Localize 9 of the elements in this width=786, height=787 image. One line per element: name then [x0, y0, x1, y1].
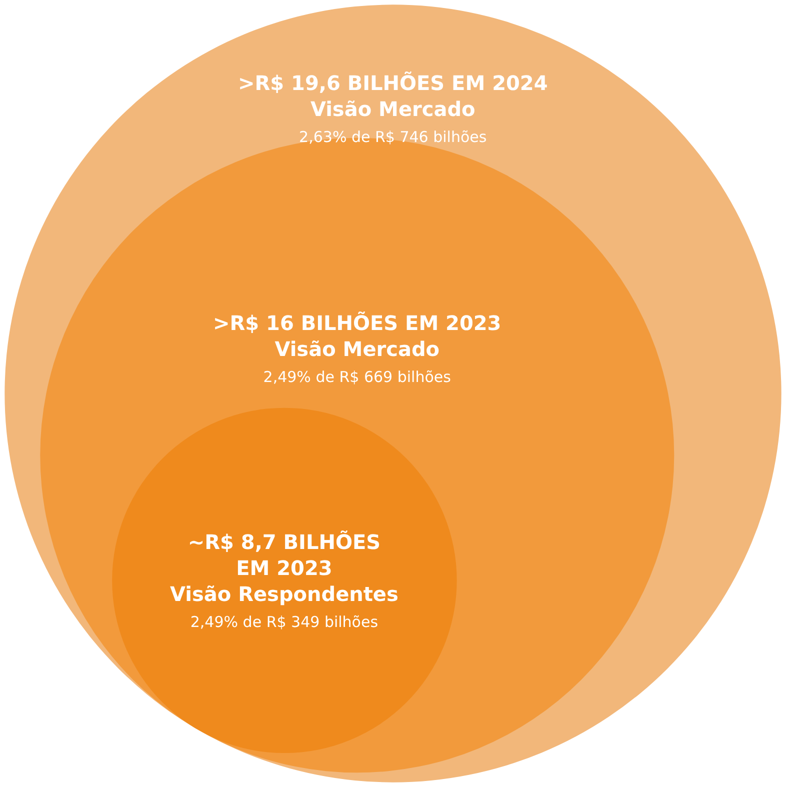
category-label: Visão Mercado [274, 337, 440, 361]
data-label: >R$ 16 BILHÕES EM 2023 [213, 311, 502, 335]
text: 2,49% de R$ 669 bilhões [263, 368, 452, 386]
category-label: Visão Respondentes [170, 582, 398, 606]
text: 2,63% de R$ 746 bilhões [299, 128, 487, 146]
text: 2,49% de R$ 349 bilhões [190, 613, 378, 631]
data-label: >R$ 19,6 BILHÕES EM 2024 [238, 71, 548, 95]
data-label: ~R$ 8,7 BILHÕES EM 2023 [188, 530, 381, 580]
category-label: Visão Mercado [310, 97, 476, 121]
